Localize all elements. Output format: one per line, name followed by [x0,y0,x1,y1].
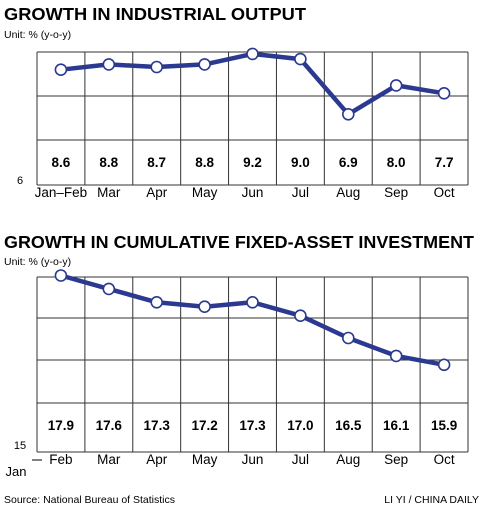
data-point [341,108,355,121]
x-tick-label: Jul [292,452,309,467]
data-label: 17.3 [144,418,171,433]
x-tick-label: Jun [242,452,264,467]
data-label: 6.9 [339,155,358,170]
x-tick-label: Jul [292,185,309,200]
data-point [246,47,259,61]
data-label: 16.5 [335,418,362,433]
data-point [389,349,403,363]
x-tick-label: Sep [384,185,408,200]
x-tick-label: Apr [146,452,168,467]
x-tick-label: Mar [97,452,121,467]
data-label: 17.9 [48,418,74,433]
data-label: 9.2 [243,155,262,170]
data-label: 17.2 [191,418,217,433]
data-point [54,269,68,282]
data-point [54,63,68,76]
x-tick-label: Oct [434,185,455,200]
data-point [150,60,163,74]
x-tick-label: Jun [242,185,264,200]
data-point [150,295,163,309]
data-point [389,79,403,92]
data-label: 16.1 [383,418,410,433]
industrial-output-chart: GROWTH IN INDUSTRIAL OUTPUT Unit: % (y-o-… [4,4,469,200]
data-label: 17.3 [239,418,266,433]
data-label: 8.7 [147,155,166,170]
data-point [198,58,211,71]
data-point [246,295,259,309]
data-point [294,52,307,66]
data-label: 9.0 [291,155,310,170]
series-line [58,273,447,368]
data-label: 17.6 [96,418,123,433]
chart-title: GROWTH IN INDUSTRIAL OUTPUT [4,4,306,24]
credit-note: LI YI / CHINA DAILY [384,494,479,506]
unit-label: Unit: % (y-o-y) [4,29,71,41]
data-point [437,87,451,100]
x-tick-label: May [192,452,218,467]
x-tick-label: Aug [336,185,360,200]
data-label: 17.0 [287,418,313,433]
data-label: 8.8 [99,155,118,170]
data-point [341,331,355,345]
x-tick-label: Aug [336,452,360,467]
y-axis-min-label: 6 [17,175,23,187]
data-point [102,58,116,71]
x-tick-label: Mar [97,185,121,200]
data-label: 7.7 [435,155,454,170]
source-note: Source: National Bureau of Statistics [4,494,175,506]
data-label: 8.8 [195,155,214,170]
series-line [58,51,447,117]
x-tick-label: Feb [49,452,72,467]
data-point [437,358,451,372]
chart-title: GROWTH IN CUMULATIVE FIXED-ASSET INVESTM… [4,232,474,252]
data-point [102,282,116,296]
x-tick-label: Oct [434,452,455,467]
data-label: 15.9 [431,418,457,433]
fixed-asset-investment-chart: GROWTH IN CUMULATIVE FIXED-ASSET INVESTM… [4,232,474,479]
data-point [294,309,307,323]
x-tick-label: Apr [146,185,168,200]
x-tick-label: May [192,185,218,200]
x-tick-label: Jan–Feb [35,185,88,200]
unit-label: Unit: % (y-o-y) [4,256,71,268]
x-tick-label: Sep [384,452,408,467]
axis-start-label: Jan [6,464,27,479]
y-axis-min-label: 15 [14,440,26,452]
data-point [198,300,211,314]
data-label: 8.0 [387,155,406,170]
data-label: 8.6 [52,155,71,170]
